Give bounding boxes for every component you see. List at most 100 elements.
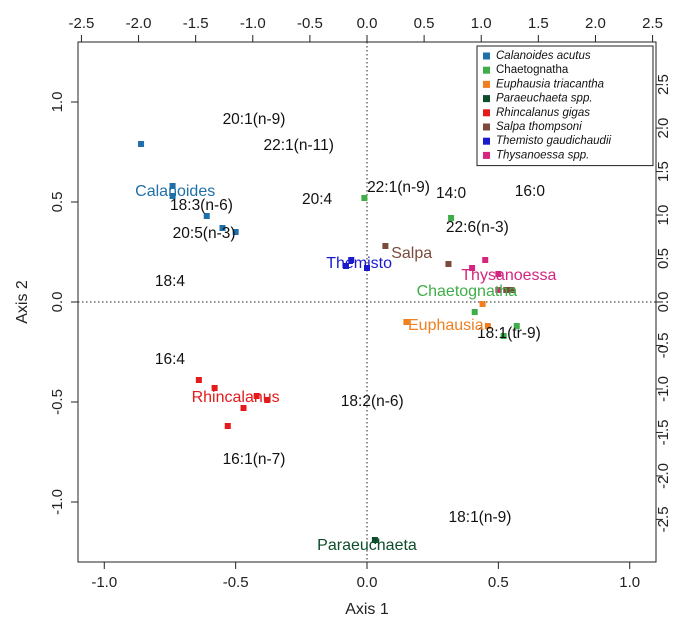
data-point [240,405,247,411]
group-label: Salpa [391,245,432,262]
top-tick-label: -1.5 [183,15,209,32]
top-tick-label: 2.0 [585,15,606,32]
variable-label: 16:1(n-7) [223,451,286,468]
variable-label: 20:1(n-9) [223,111,286,128]
x-tick-label: -1.0 [91,574,117,591]
y-tick-label: -1.0 [49,489,66,515]
top-tick-label: -0.5 [297,15,323,32]
right-axis: -2.5 -2.0 -1.5 -1.0 -0.5 0.0 0.5 1.0 1.5 2.0 2.5 [655,74,672,532]
group-label: Thysanoessa [461,267,556,284]
top-tick-label: -1.0 [240,15,266,32]
legend-entry: Calanoides acutus [496,50,591,62]
variable-label: 18:4 [155,273,186,290]
legend-swatch [483,80,490,88]
data-point [364,265,370,271]
variable-label: 16:0 [515,183,546,200]
group-label: Calanoides [135,183,215,200]
variable-label: 20:5(n-3) [173,225,236,242]
variable-label: 20:4 [302,191,333,208]
data-point [482,257,489,263]
data-point [371,537,378,543]
data-point [211,385,218,391]
data-point [484,323,491,329]
data-point [448,215,455,221]
x-tick-label: 0.5 [488,574,509,591]
y-tick-label: 0.0 [49,292,66,313]
group-label: Euphausia [408,317,484,334]
variable-label: 18:1(n-9) [449,509,512,526]
left-axis: -1.0 -0.5 0.0 0.5 1.0 [49,92,78,515]
right-tick-label: 2.5 [655,74,672,95]
right-tick-label: -0.5 [655,333,672,359]
legend-swatch [483,109,490,117]
data-point [169,193,176,199]
data-point [513,323,520,329]
right-tick-label: -1.5 [655,420,672,446]
legend-entry: Paraeuchaeta spp. [496,93,593,105]
data-point [219,225,226,231]
data-point [253,393,260,399]
legend-swatch [483,66,490,74]
top-tick-label: 0.0 [357,15,378,32]
data-point [195,377,202,383]
data-point [361,195,368,201]
legend-entry: Euphausia triacantha [496,78,604,90]
top-tick-label: 1.0 [471,15,492,32]
data-point [508,287,515,293]
data-point [500,333,507,339]
group-label: Rhincalanus [192,389,280,406]
data-point [503,287,510,293]
right-tick-label: 0.0 [655,292,672,313]
variable-label: 18:2(n-6) [341,393,404,410]
x-tick-label: 0.0 [357,574,378,591]
legend-swatch [483,95,490,103]
variable-label: 18:3(n-6) [170,197,233,214]
top-tick-label: 0.5 [414,15,435,32]
variable-label: 22:6(n-3) [446,219,509,236]
right-tick-label: -1.0 [655,376,672,402]
data-points [138,141,520,543]
top-tick-label: -2.0 [126,15,152,32]
legend-entry: Themisto gaudichaudii [496,135,612,147]
data-point [138,141,145,147]
variable-label: 22:1(n-11) [264,137,334,154]
data-point [224,423,231,429]
group-label: Chaetognatha [417,283,518,300]
legend-swatch [483,123,490,131]
data-point [471,309,478,315]
data-point [469,265,476,271]
y-axis-title: Axis 2 [14,280,31,324]
x-tick-label: -0.5 [223,574,249,591]
data-point [403,319,410,325]
legend-entry: Rhincalanus gigas [496,107,590,119]
variable-labels: 20:1(n-9) 22:1(n-11) 18:3(n-6) 20:4 20:5(n-3… [155,111,545,526]
top-tick-label: 2.5 [642,15,663,32]
x-tick-label: 1.0 [619,574,640,591]
legend-swatch [483,52,490,60]
right-tick-label: 2.0 [655,118,672,139]
variable-label: 18:1(tr-9) [477,325,541,342]
legend-entry: Chaetognatha [496,64,569,76]
top-tick-label: -2.5 [68,15,94,32]
variable-label: 22:1(n-9) [367,179,430,196]
x-axis-title: Axis 1 [345,601,389,618]
y-tick-label: -0.5 [49,389,66,415]
y-tick-label: 0.5 [49,192,66,213]
right-tick-label: 0.5 [655,248,672,269]
reference-lines [78,42,656,562]
legend-entry: Thysanoessa spp. [496,149,589,161]
top-axis: -2.5 -2.0 -1.5 -1.0 -0.5 0.0 0.5 1.0 1.5 2.0 2.5 [68,15,663,42]
legend: Calanoides acutus Chaetognatha Euphausia t… [476,45,654,167]
legend-swatch [483,137,490,145]
right-tick-label: -2.5 [655,506,672,532]
top-tick-label: 1.5 [528,15,549,32]
data-point [264,397,271,403]
data-point [495,287,502,293]
right-tick-label: 1.5 [655,161,672,182]
variable-label: 14:0 [436,185,467,202]
data-point [479,301,486,307]
legend-entry: Salpa thompsoni [496,121,582,133]
data-point [232,229,239,235]
